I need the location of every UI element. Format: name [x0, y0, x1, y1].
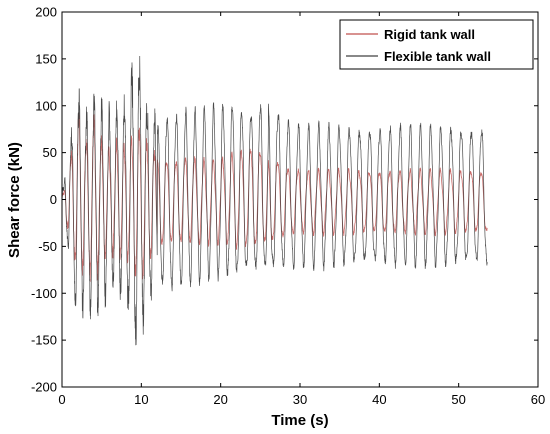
- y-tick-label: 150: [35, 51, 57, 66]
- y-tick-label: -150: [31, 333, 57, 348]
- y-tick-label: -100: [31, 286, 57, 301]
- x-tick-label: 30: [293, 392, 307, 407]
- x-tick-label: 10: [134, 392, 148, 407]
- series-layer: [61, 56, 488, 346]
- y-tick-label: 0: [50, 192, 57, 207]
- x-tick-label: 20: [213, 392, 227, 407]
- legend-box: [339, 19, 534, 70]
- x-tick-label: 50: [451, 392, 465, 407]
- x-tick-label: 0: [58, 392, 65, 407]
- x-tick-label: 40: [372, 392, 386, 407]
- legend: Rigid tank wall Flexible tank wall: [339, 19, 534, 70]
- series-line-flexible: [61, 56, 488, 346]
- y-tick-label: -50: [38, 239, 57, 254]
- x-axis-title: Time (s): [271, 412, 328, 429]
- y-axis-title: Shear force (kN): [6, 142, 23, 258]
- y-tick-label: 100: [35, 98, 57, 113]
- y-tick-label: 200: [35, 5, 57, 20]
- legend-label-flexible: Flexible tank wall: [384, 49, 491, 64]
- legend-label-rigid: Rigid tank wall: [384, 27, 475, 42]
- series-line-rigid: [61, 112, 488, 282]
- y-tick-label: 50: [43, 145, 57, 160]
- y-tick-label: -200: [31, 380, 57, 395]
- x-tick-label: 60: [531, 392, 545, 407]
- tick-layer: 0 10 20 30 40 50 60 -200 -150 -100 -50 0 50 100 150 200: [31, 5, 545, 408]
